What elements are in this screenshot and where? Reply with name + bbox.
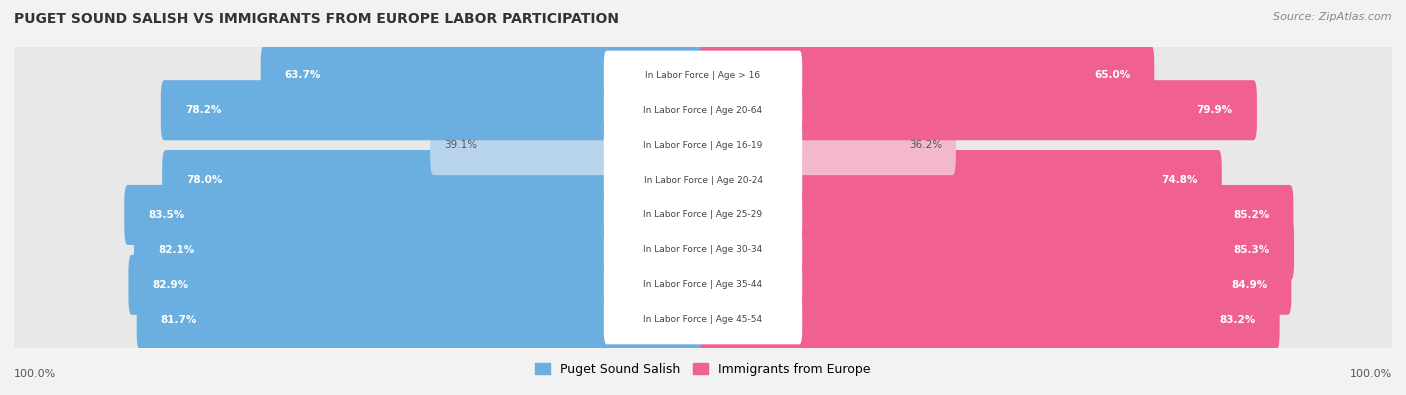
FancyBboxPatch shape — [603, 295, 803, 344]
Text: In Labor Force | Age 35-44: In Labor Force | Age 35-44 — [644, 280, 762, 289]
FancyBboxPatch shape — [700, 185, 1294, 245]
FancyBboxPatch shape — [11, 35, 1395, 116]
FancyBboxPatch shape — [700, 255, 1291, 315]
FancyBboxPatch shape — [124, 185, 706, 245]
FancyBboxPatch shape — [430, 115, 706, 175]
FancyBboxPatch shape — [136, 290, 706, 350]
Text: In Labor Force | Age 20-64: In Labor Force | Age 20-64 — [644, 106, 762, 115]
FancyBboxPatch shape — [162, 150, 706, 210]
FancyBboxPatch shape — [603, 155, 803, 205]
Text: 36.2%: 36.2% — [908, 140, 942, 150]
FancyBboxPatch shape — [11, 175, 1395, 256]
FancyBboxPatch shape — [700, 220, 1294, 280]
Text: 85.2%: 85.2% — [1233, 210, 1270, 220]
Text: 100.0%: 100.0% — [1350, 369, 1392, 379]
Text: 83.5%: 83.5% — [149, 210, 184, 220]
FancyBboxPatch shape — [11, 279, 1395, 360]
FancyBboxPatch shape — [134, 220, 706, 280]
Text: Source: ZipAtlas.com: Source: ZipAtlas.com — [1274, 12, 1392, 22]
FancyBboxPatch shape — [128, 255, 706, 315]
Text: PUGET SOUND SALISH VS IMMIGRANTS FROM EUROPE LABOR PARTICIPATION: PUGET SOUND SALISH VS IMMIGRANTS FROM EU… — [14, 12, 619, 26]
FancyBboxPatch shape — [11, 244, 1395, 325]
Text: In Labor Force | Age 16-19: In Labor Force | Age 16-19 — [644, 141, 762, 150]
FancyBboxPatch shape — [11, 209, 1395, 290]
Text: 81.7%: 81.7% — [160, 315, 197, 325]
FancyBboxPatch shape — [11, 139, 1395, 220]
Text: 63.7%: 63.7% — [285, 70, 321, 80]
Text: 78.0%: 78.0% — [186, 175, 222, 185]
FancyBboxPatch shape — [603, 86, 803, 135]
Text: 85.3%: 85.3% — [1233, 245, 1270, 255]
FancyBboxPatch shape — [700, 80, 1257, 140]
Text: In Labor Force | Age 30-34: In Labor Force | Age 30-34 — [644, 245, 762, 254]
FancyBboxPatch shape — [603, 120, 803, 170]
Text: 82.1%: 82.1% — [157, 245, 194, 255]
FancyBboxPatch shape — [11, 105, 1395, 186]
FancyBboxPatch shape — [260, 45, 706, 105]
FancyBboxPatch shape — [11, 70, 1395, 151]
Text: 82.9%: 82.9% — [152, 280, 188, 290]
Text: 84.9%: 84.9% — [1232, 280, 1267, 290]
FancyBboxPatch shape — [700, 45, 1154, 105]
Text: 83.2%: 83.2% — [1219, 315, 1256, 325]
FancyBboxPatch shape — [700, 290, 1279, 350]
Text: 39.1%: 39.1% — [444, 140, 477, 150]
FancyBboxPatch shape — [603, 51, 803, 100]
FancyBboxPatch shape — [700, 115, 956, 175]
Text: 74.8%: 74.8% — [1161, 175, 1198, 185]
FancyBboxPatch shape — [603, 260, 803, 309]
Text: In Labor Force | Age > 16: In Labor Force | Age > 16 — [645, 71, 761, 80]
FancyBboxPatch shape — [160, 80, 706, 140]
Legend: Puget Sound Salish, Immigrants from Europe: Puget Sound Salish, Immigrants from Euro… — [530, 358, 876, 381]
FancyBboxPatch shape — [603, 225, 803, 275]
Text: In Labor Force | Age 25-29: In Labor Force | Age 25-29 — [644, 211, 762, 220]
Text: 100.0%: 100.0% — [14, 369, 56, 379]
FancyBboxPatch shape — [700, 150, 1222, 210]
Text: In Labor Force | Age 20-24: In Labor Force | Age 20-24 — [644, 175, 762, 184]
Text: 65.0%: 65.0% — [1094, 70, 1130, 80]
Text: 79.9%: 79.9% — [1197, 105, 1233, 115]
Text: 78.2%: 78.2% — [186, 105, 221, 115]
FancyBboxPatch shape — [603, 190, 803, 240]
Text: In Labor Force | Age 45-54: In Labor Force | Age 45-54 — [644, 315, 762, 324]
